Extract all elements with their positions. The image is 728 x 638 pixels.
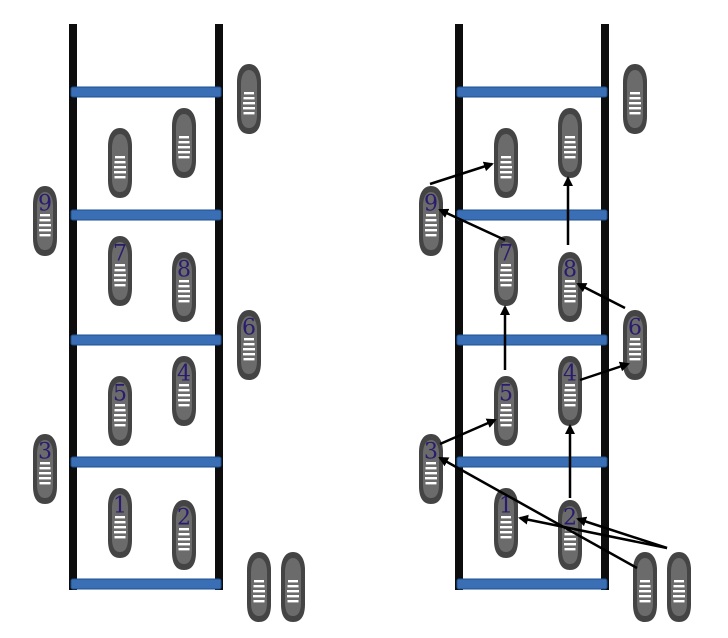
ladder-rung [70,209,222,221]
footstep-unlabeled [172,108,196,178]
footstep-1: 1 [108,488,132,558]
start-foot [633,552,657,622]
step-arrow [576,516,668,550]
start-foot [667,552,691,622]
shoe-icon [494,128,518,198]
footstep-5: 5 [494,376,518,446]
step-number: 2 [563,506,577,531]
footstep-8: 8 [172,252,196,322]
shoe-icon [623,64,647,134]
shoe-icon [247,552,271,622]
footstep-5: 5 [108,376,132,446]
footstep-unlabeled [108,128,132,198]
shoe-icon [558,108,582,178]
footstep-unlabeled [558,108,582,178]
footstep-3: 3 [419,434,443,504]
step-arrow [429,161,494,186]
shoe-icon [633,552,657,622]
footstep-4: 4 [172,356,196,426]
step-arrow [518,514,668,550]
step-number: 2 [177,506,191,531]
step-number: 4 [563,362,577,387]
shoe-icon [281,552,305,622]
footstep-unlabeled [237,64,261,134]
ladder-rung [456,456,608,468]
step-number: 9 [38,192,52,217]
footstep-3: 3 [33,434,57,504]
footstep-1: 1 [494,488,518,558]
ladder-panel-right: 1 2 3 4 5 6 7 8 9 [419,24,691,622]
ladder-rung [70,86,222,98]
step-number: 3 [38,440,52,465]
ladder-rung [456,578,608,590]
step-number: 3 [424,440,438,465]
footstep-unlabeled [494,128,518,198]
step-arrow [439,418,497,446]
step-number: 8 [563,258,577,283]
step-number: 9 [424,192,438,217]
footstep-2: 2 [558,500,582,570]
footstep-7: 7 [108,236,132,306]
shoe-icon [667,552,691,622]
ladder-rung [70,578,222,590]
footstep-9: 9 [419,186,443,256]
footstep-4: 4 [558,356,582,426]
ladder-panel-left: 1 2 3 4 5 6 7 8 9 [33,24,305,622]
step-number: 6 [242,316,256,341]
footstep-7: 7 [494,236,518,306]
step-number: 8 [177,258,191,283]
shoe-icon [172,108,196,178]
ladder-rail-right [601,24,609,590]
ladder-rail-right [215,24,223,590]
footstep-2: 2 [172,500,196,570]
ladder-rung [456,86,608,98]
shoe-icon [237,64,261,134]
ladder-rail-left [69,24,77,590]
footstep-9: 9 [33,186,57,256]
step-number: 1 [113,494,127,519]
footstep-6: 6 [623,310,647,380]
step-arrow [438,456,638,570]
ladder-rung [456,209,608,221]
step-number: 4 [177,362,191,387]
ladder-rung [70,334,222,346]
footstep-8: 8 [558,252,582,322]
step-arrow [576,282,626,310]
footstep-6: 6 [237,310,261,380]
start-foot [247,552,271,622]
ladder-rung [456,334,608,346]
step-number: 7 [113,242,127,267]
ladder-rail-left [455,24,463,590]
footstep-unlabeled [623,64,647,134]
step-number: 6 [628,316,642,341]
start-foot [281,552,305,622]
step-number: 7 [499,242,513,267]
step-arrow [579,361,630,382]
step-number: 1 [499,494,513,519]
step-number: 5 [113,382,127,407]
ladder-rung [70,456,222,468]
step-arrow [438,208,506,242]
step-number: 5 [499,382,513,407]
shoe-icon [108,128,132,198]
